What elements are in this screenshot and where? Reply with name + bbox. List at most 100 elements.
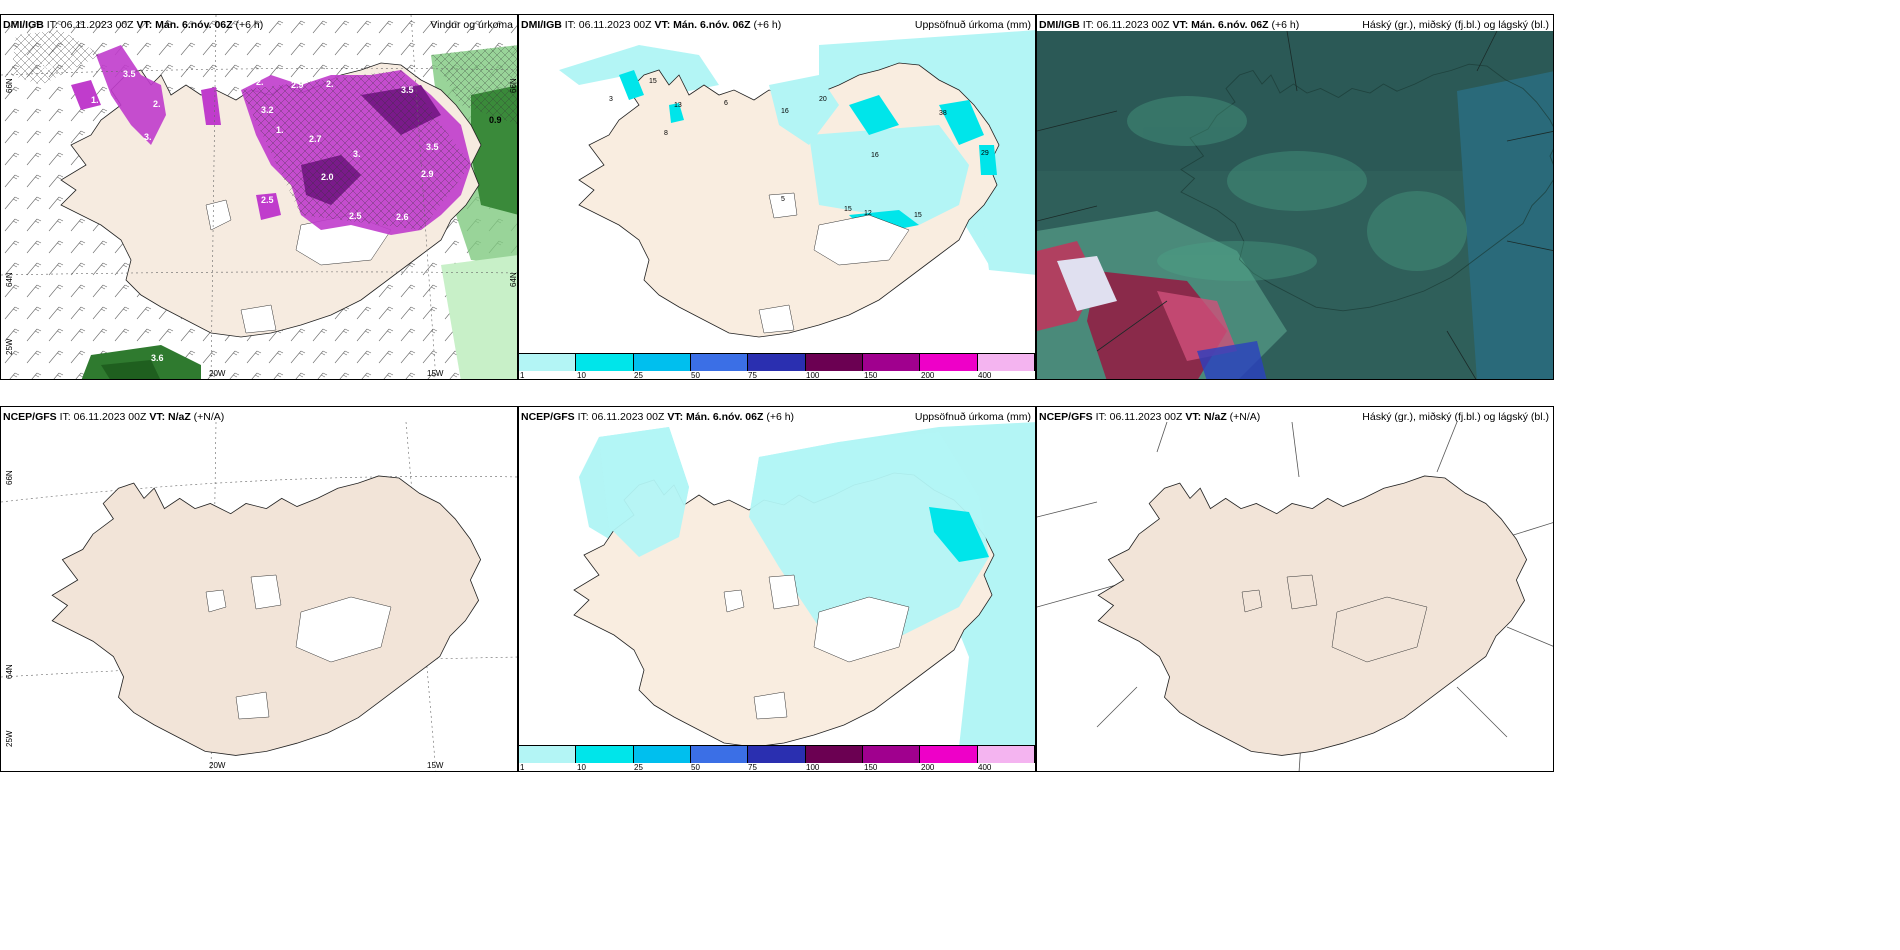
lon-label-25: 25W (5, 338, 14, 355)
panel-gfs-wind: NCEP/GFS IT: 06.11.2023 00Z VT: N/aZ (+N… (0, 406, 518, 772)
lat-label-64: 64N (5, 272, 14, 287)
colorbar-tick: 1 (520, 763, 525, 772)
panel-title: Uppsöfnuð úrkoma (mm) (914, 19, 1031, 31)
panel-header: NCEP/GFS IT: 06.11.2023 00Z VT: Mán. 6.n… (521, 411, 795, 423)
panel-accum-precip-dmi: DMI/IGB IT: 06.11.2023 00Z VT: Mán. 6.nó… (518, 14, 1036, 380)
colorbar-tick: 100 (806, 763, 820, 772)
panel-title: Uppsöfnuð úrkoma (mm) (914, 411, 1031, 423)
colorbar-tick: 50 (691, 763, 700, 772)
lat-label-66: 66N (5, 78, 14, 93)
accum-value: 15 (844, 206, 852, 213)
gfs-accum-map (519, 407, 1035, 747)
colorbar-seg (519, 354, 577, 371)
colorbar-seg (862, 746, 921, 763)
lat-label-64-right: 64N (509, 272, 518, 287)
accum-value: 5 (781, 196, 785, 203)
colorbar-seg (576, 746, 634, 763)
colorbar-tick: 25 (634, 763, 643, 772)
cloud-map (1037, 31, 1553, 379)
colorbar-tick: 400 (978, 371, 992, 380)
accum-value: 15 (914, 212, 922, 219)
colorbar-tick: 1 (520, 371, 525, 380)
value-label: 3. (353, 149, 361, 159)
colorbar-seg (519, 746, 577, 763)
value-label: 3.5 (426, 142, 439, 152)
colorbar-seg (977, 354, 1035, 371)
colorbar-seg (977, 746, 1035, 763)
colorbar-seg (805, 746, 863, 763)
accum-value: 16 (781, 108, 789, 115)
value-label: 2.9 (421, 169, 434, 179)
colorbar-seg (920, 354, 978, 371)
colorbar-seg (633, 354, 691, 371)
colorbar-tick: 75 (748, 763, 757, 772)
colorbar-seg (633, 746, 691, 763)
value-label: 3.6 (151, 353, 164, 363)
colorbar-tick: 200 (921, 371, 935, 380)
panel-clouds-gfs: NCEP/GFS IT: 06.11.2023 00Z VT: N/aZ (+N… (1036, 406, 1554, 772)
colorbar: 1 10 25 50 75 100 150 200 400 (519, 353, 1035, 379)
colorbar-seg (805, 354, 863, 371)
colorbar-tick: 25 (634, 371, 643, 380)
lat-label-64: 64N (5, 664, 14, 679)
colorbar-seg (748, 746, 806, 763)
value-label: 3.5 (401, 85, 414, 95)
accum-value: 15 (649, 78, 657, 85)
colorbar-seg (690, 354, 749, 371)
colorbar-tick: 200 (921, 763, 935, 772)
accum-value: 38 (939, 110, 947, 117)
accum-value: 13 (674, 102, 682, 109)
panel-accum-precip-gfs: NCEP/GFS IT: 06.11.2023 00Z VT: Mán. 6.n… (518, 406, 1036, 772)
accum-precip-map: 15 13 3 8 6 16 20 38 16 5 15 12 15 29 (519, 15, 1035, 355)
value-label: 2. (326, 79, 334, 89)
colorbar-seg (690, 746, 749, 763)
colorbar-tick: 150 (864, 371, 878, 380)
value-label: 1. (276, 125, 284, 135)
lat-label-66: 66N (5, 470, 14, 485)
colorbar-tick: 75 (748, 371, 757, 380)
colorbar-seg (920, 746, 978, 763)
value-label: 3.2 (261, 105, 274, 115)
value-label: 1. (91, 95, 99, 105)
value-label: 2. (256, 77, 264, 87)
colorbar-tick: 10 (577, 371, 586, 380)
wind-precip-map: 0.4 3.5 2. 1. 3. 2. 3.2 2.9 2. 3.5 1. 2.… (1, 15, 517, 379)
panel-title: Háský (gr.), miðský (fj.bl.) og lágský (… (1362, 19, 1549, 31)
panel-header: DMI/IGB IT: 06.11.2023 00Z VT: Mán. 6.nó… (1039, 19, 1300, 31)
value-label: 3. (144, 132, 152, 142)
panel-header: NCEP/GFS IT: 06.11.2023 00Z VT: N/aZ (+N… (3, 411, 225, 423)
colorbar-seg (748, 354, 806, 371)
colorbar-seg (862, 354, 921, 371)
panel-title: Háský (gr.), miðský (fj.bl.) og lágský (… (1362, 411, 1549, 423)
lon-label-15: 15W (427, 369, 444, 378)
accum-value: 12 (864, 210, 872, 217)
value-label: 2.6 (396, 212, 409, 222)
value-label: 0.4 (41, 62, 54, 72)
panel-header: NCEP/GFS IT: 06.11.2023 00Z VT: N/aZ (+N… (1039, 411, 1261, 423)
accum-value: 3 (609, 96, 613, 103)
colorbar-tick: 50 (691, 371, 700, 380)
value-label: 2.0 (321, 172, 334, 182)
value-label: 2. (153, 99, 161, 109)
value-label: 0.9 (489, 115, 502, 125)
lon-label-20: 20W (209, 369, 226, 378)
lon-label-20: 20W (209, 761, 226, 770)
value-label: 2.9 (291, 80, 304, 90)
lat-label-66-right: 66N (509, 78, 518, 93)
lon-label-15: 15W (427, 761, 444, 770)
panel-title: Vindur og úrkoma (430, 19, 513, 31)
colorbar-tick: 100 (806, 371, 820, 380)
panel-wind-precip: DMI/IGB IT: 06.11.2023 00Z VT: Mán. 6.nó… (0, 14, 518, 380)
value-label: 3.5 (123, 69, 136, 79)
panel-header: DMI/IGB IT: 06.11.2023 00Z VT: Mán. 6.nó… (3, 19, 264, 31)
panel-header: DMI/IGB IT: 06.11.2023 00Z VT: Mán. 6.nó… (521, 19, 782, 31)
colorbar-tick: 150 (864, 763, 878, 772)
accum-value: 8 (664, 130, 668, 137)
value-label: 2.7 (309, 134, 322, 144)
lon-label-25: 25W (5, 730, 14, 747)
accum-value: 6 (724, 100, 728, 107)
colorbar-tick: 10 (577, 763, 586, 772)
accum-value: 16 (871, 152, 879, 159)
accum-value: 29 (981, 150, 989, 157)
panel-clouds-dmi: DMI/IGB IT: 06.11.2023 00Z VT: Mán. 6.nó… (1036, 14, 1554, 380)
